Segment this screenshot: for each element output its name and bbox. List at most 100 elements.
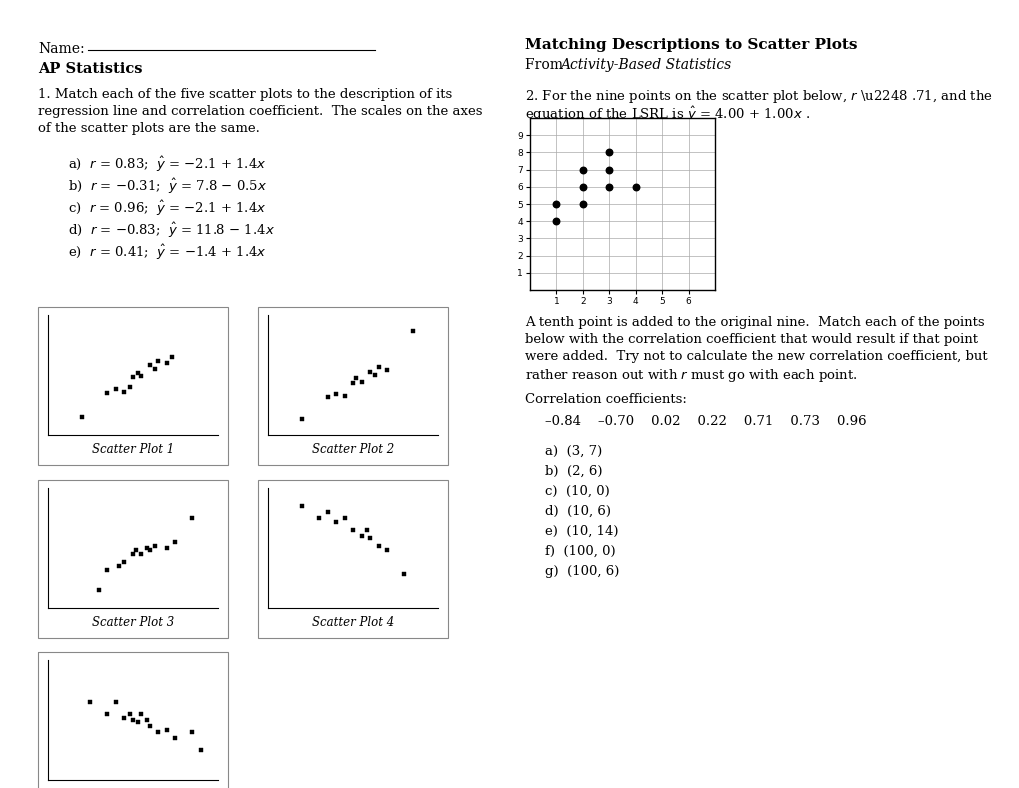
Text: Correlation coefficients:: Correlation coefficients: (525, 393, 686, 406)
Point (367, 369, 383, 381)
Point (150, 726, 166, 738)
Point (91, 584, 107, 597)
Text: Scatter Plot 4: Scatter Plot 4 (312, 616, 393, 629)
Point (129, 716, 146, 729)
Text: –0.84    –0.70    0.02    0.22    0.71    0.73    0.96: –0.84 –0.70 0.02 0.22 0.71 0.73 0.96 (544, 415, 866, 428)
Text: b)  $r$ = $-$0.31;  $\hat{y}$ = 7.8 $-$ 0.5$x$: b) $r$ = $-$0.31; $\hat{y}$ = 7.8 $-$ 0.… (68, 177, 267, 196)
Point (99, 563, 115, 576)
Text: of the scatter plots are the same.: of the scatter plots are the same. (38, 122, 260, 135)
Point (548, 198, 565, 210)
Point (142, 544, 158, 556)
Point (362, 532, 378, 545)
Point (353, 375, 369, 388)
Point (116, 385, 132, 398)
Point (150, 355, 166, 367)
Point (327, 515, 343, 528)
Point (347, 372, 364, 385)
Point (395, 568, 412, 581)
Point (124, 371, 141, 384)
Text: equation of the LSRL is $\hat{y}$ = 4.00 + 1.00$x$ .: equation of the LSRL is $\hat{y}$ = 4.00… (525, 105, 809, 125)
Point (293, 412, 310, 425)
Point (574, 163, 590, 176)
Text: a)  (3, 7): a) (3, 7) (544, 445, 601, 458)
Point (73, 411, 90, 423)
Point (124, 714, 141, 727)
Text: f)  (100, 0): f) (100, 0) (544, 545, 615, 558)
Point (159, 541, 175, 554)
Text: rather reason out with $r$ must go with each point.: rather reason out with $r$ must go with … (525, 367, 857, 384)
Point (133, 548, 150, 560)
Point (319, 506, 335, 519)
Point (147, 539, 163, 552)
Point (108, 383, 124, 396)
Point (164, 351, 180, 363)
Point (124, 548, 141, 560)
Text: e)  (10, 14): e) (10, 14) (544, 525, 618, 538)
Text: A tenth point is added to the original nine.  Match each of the points: A tenth point is added to the original n… (525, 316, 983, 329)
Text: e)  $r$ = 0.41;  $\hat{y}$ = $-$1.4 + 1.4$x$: e) $r$ = 0.41; $\hat{y}$ = $-$1.4 + 1.4$… (68, 243, 267, 262)
Text: d)  (10, 6): d) (10, 6) (544, 505, 610, 518)
Point (574, 180, 590, 193)
Point (574, 198, 590, 210)
Point (293, 500, 310, 512)
Text: Scatter Plot 1: Scatter Plot 1 (92, 443, 174, 456)
Text: regression line and correlation coefficient.  The scales on the axes: regression line and correlation coeffici… (38, 105, 482, 118)
Point (336, 389, 353, 402)
Point (129, 366, 146, 379)
Point (378, 363, 394, 376)
Point (344, 377, 361, 389)
Text: c)  $r$ = 0.96;  $\hat{y}$ = $-$2.1 + 1.4$x$: c) $r$ = 0.96; $\hat{y}$ = $-$2.1 + 1.4$… (68, 199, 266, 218)
Point (133, 370, 150, 382)
Point (142, 359, 158, 372)
Point (311, 511, 327, 524)
Point (99, 387, 115, 400)
Point (184, 726, 201, 738)
Text: b)  (2, 6): b) (2, 6) (544, 465, 602, 478)
Point (167, 732, 183, 745)
Text: 2. For the nine points on the scatter plot below, $r$ \u2248 .71, and the: 2. For the nine points on the scatter pl… (525, 88, 991, 105)
Point (142, 719, 158, 732)
Point (147, 362, 163, 375)
Text: below with the correlation coefficient that would result if that point: below with the correlation coefficient t… (525, 333, 977, 346)
Point (358, 524, 374, 537)
Text: c)  (10, 0): c) (10, 0) (544, 485, 609, 498)
Point (121, 381, 138, 393)
Point (344, 524, 361, 537)
Point (548, 215, 565, 228)
Point (133, 708, 150, 720)
Point (319, 391, 335, 403)
Point (370, 361, 386, 374)
Point (600, 180, 616, 193)
Point (600, 146, 616, 158)
Point (128, 544, 145, 556)
Point (159, 357, 175, 370)
Text: From: From (525, 58, 567, 72)
Point (336, 511, 353, 524)
Point (116, 556, 132, 569)
Text: were added.  Try not to calculate the new correlation coefficient, but: were added. Try not to calculate the new… (525, 350, 986, 363)
Point (378, 544, 394, 556)
Point (83, 696, 99, 708)
Point (327, 387, 343, 400)
Text: Activity-Based Statistics: Activity-Based Statistics (559, 58, 731, 72)
Point (362, 366, 378, 378)
Point (121, 708, 138, 720)
Text: Scatter Plot 3: Scatter Plot 3 (92, 616, 174, 629)
Point (159, 723, 175, 736)
Point (193, 744, 209, 756)
Text: Name:: Name: (38, 42, 85, 56)
Point (99, 708, 115, 720)
Point (167, 536, 183, 548)
Point (111, 559, 127, 572)
Point (353, 530, 369, 542)
Text: g)  (100, 6): g) (100, 6) (544, 565, 619, 578)
Point (184, 511, 201, 524)
Point (627, 180, 643, 193)
Point (108, 696, 124, 708)
Text: Scatter Plot 2: Scatter Plot 2 (312, 443, 393, 456)
Text: AP Statistics: AP Statistics (38, 62, 143, 76)
Text: a)  $r$ = 0.83;  $\hat{y}$ = $-$2.1 + 1.4$x$: a) $r$ = 0.83; $\hat{y}$ = $-$2.1 + 1.4$… (68, 155, 266, 174)
Text: 1. Match each of the five scatter plots to the description of its: 1. Match each of the five scatter plots … (38, 88, 451, 101)
Text: Matching Descriptions to Scatter Plots: Matching Descriptions to Scatter Plots (525, 38, 857, 52)
Point (600, 163, 616, 176)
